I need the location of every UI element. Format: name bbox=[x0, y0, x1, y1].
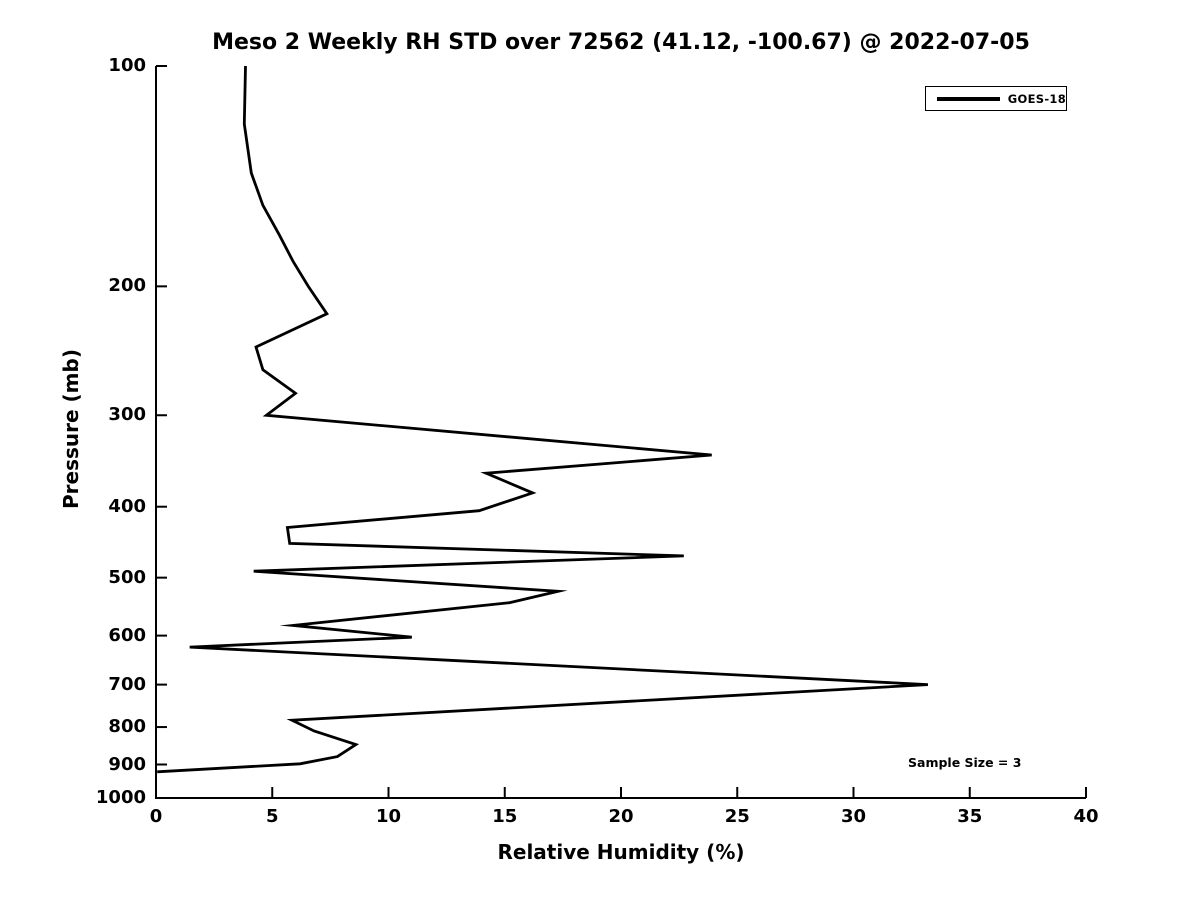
y-tick-label: 1000 bbox=[95, 787, 146, 808]
chart-title: Meso 2 Weekly RH STD over 72562 (41.12, … bbox=[212, 30, 1030, 55]
y-tick-label: 400 bbox=[108, 495, 146, 517]
legend-label: GOES-18 bbox=[1007, 91, 1066, 106]
x-tick-label: 15 bbox=[492, 806, 518, 827]
y-tick-label: 900 bbox=[108, 753, 146, 775]
legend-line-sample bbox=[937, 96, 1000, 101]
x-tick-label: 0 bbox=[149, 806, 163, 827]
y-tick-label: 500 bbox=[108, 566, 146, 588]
y-tick-label: 700 bbox=[108, 673, 146, 695]
rh-std-line bbox=[157, 65, 928, 774]
x-tick-label: 35 bbox=[957, 806, 983, 827]
x-tick-label: 20 bbox=[608, 806, 634, 827]
x-axis-label: Relative Humidity (%) bbox=[497, 840, 745, 864]
x-tick-label: 40 bbox=[1073, 806, 1099, 827]
y-tick-label: 100 bbox=[108, 55, 146, 76]
y-tick-label: 800 bbox=[108, 716, 146, 738]
x-tick-label: 30 bbox=[840, 806, 867, 827]
x-tick-label: 25 bbox=[724, 806, 750, 827]
axis-spines bbox=[155, 66, 1086, 799]
y-tick-label: 600 bbox=[108, 624, 146, 646]
y-tick-label: 200 bbox=[108, 275, 146, 297]
y-tick-label: 300 bbox=[108, 404, 146, 426]
axis-ticks bbox=[155, 65, 1087, 799]
x-tick-label: 5 bbox=[265, 806, 279, 827]
x-tick-label: 10 bbox=[375, 806, 402, 827]
sample-size-annotation: Sample Size = 3 bbox=[908, 755, 1022, 770]
legend: GOES-18 bbox=[925, 86, 1067, 111]
